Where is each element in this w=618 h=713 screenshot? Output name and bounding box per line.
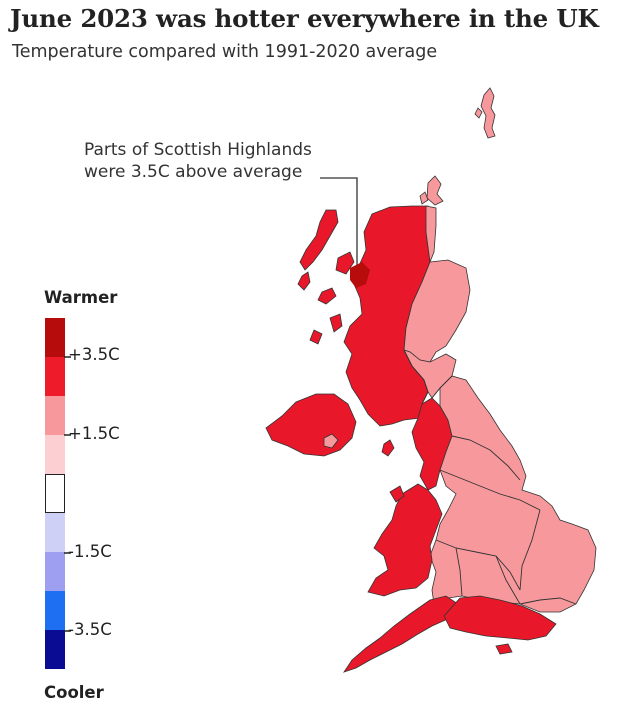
legend-color-scale xyxy=(45,318,65,669)
south-england-band xyxy=(443,595,557,641)
orkney-islands xyxy=(419,175,444,206)
isle-of-man xyxy=(381,439,395,457)
legend-tick-minus-1-5: -1.5C xyxy=(68,542,112,561)
northern-ireland-region xyxy=(265,393,357,457)
inner-hebrides xyxy=(309,251,355,345)
anglesey xyxy=(389,485,405,503)
annotation-line-2: were 3.5C above average xyxy=(84,162,303,182)
scotland-east-region xyxy=(403,205,471,363)
annotation-leader-line xyxy=(320,177,358,268)
annotation-line-1: Parts of Scottish Highlands xyxy=(84,140,312,160)
england-region xyxy=(429,375,597,613)
legend-swatch-neutral xyxy=(45,474,65,513)
chart-title: June 2023 was hotter everywhere in the U… xyxy=(10,4,599,33)
legend-swatch-slight-warm xyxy=(45,435,65,474)
wales-region xyxy=(367,483,443,597)
legend-tick-plus-1-5: +1.5C xyxy=(68,424,120,443)
highlands-hot-spot xyxy=(350,262,370,288)
legend-tick-minus-3-5: -3.5C xyxy=(68,620,112,639)
south-west-england-region xyxy=(343,595,459,673)
legend-swatch-mild-cool xyxy=(45,552,65,591)
legend-swatch-very-warm xyxy=(45,318,65,357)
northern-ireland-lough-area xyxy=(323,433,339,449)
legend-cooler-label: Cooler xyxy=(44,683,104,702)
legend-swatch-slight-cool xyxy=(45,513,65,552)
legend-tick-marks xyxy=(64,356,71,632)
legend-warmer-label: Warmer xyxy=(44,288,118,307)
legend-swatch-very-cool xyxy=(45,630,65,669)
legend-tick-plus-3-5: +3.5C xyxy=(68,345,120,364)
outer-hebrides xyxy=(297,209,339,291)
chart-subtitle: Temperature compared with 1991-2020 aver… xyxy=(12,42,438,62)
region-borders xyxy=(403,349,577,605)
shetland-islands xyxy=(474,87,496,139)
legend-swatch-cool xyxy=(45,591,65,630)
legend-swatch-warm xyxy=(45,357,65,396)
highlands-annotation: Parts of Scottish Highlands were 3.5C ab… xyxy=(84,139,312,183)
legend-swatch-mild-warm xyxy=(45,396,65,435)
isle-of-wight xyxy=(495,643,513,655)
